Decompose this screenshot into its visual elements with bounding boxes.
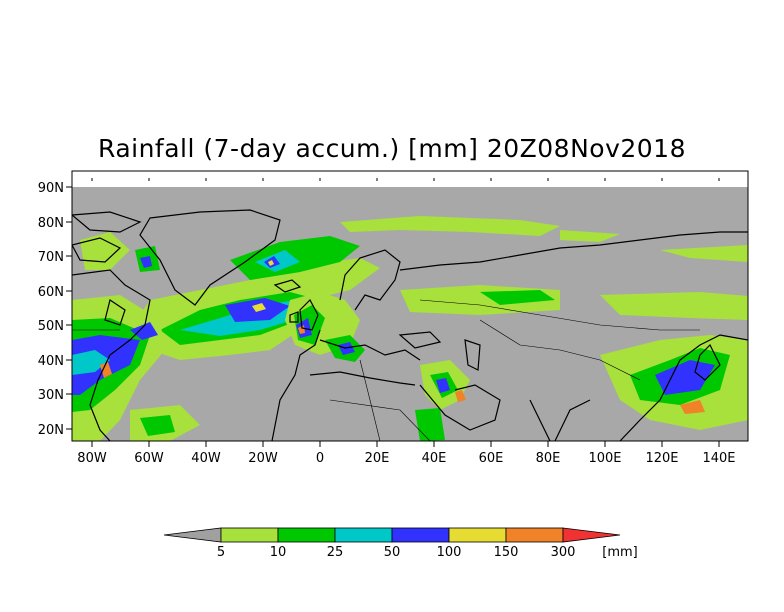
country-borders (72, 299, 700, 441)
colorbar-bin (334, 527, 393, 543)
colorbar-label: 10 (270, 545, 287, 560)
longitude-label: 60W (134, 451, 164, 466)
coastlines (72, 209, 748, 441)
latitude-label: 70N (38, 250, 64, 265)
latitude-labels: 90N 80N 70N 60N 50N 40N 30N 20N (38, 181, 64, 438)
longitude-label: 100E (588, 451, 621, 466)
axis-ticks (66, 178, 720, 447)
colorbar-unit: [mm] (602, 545, 637, 560)
latitude-label: 20N (38, 423, 64, 438)
latitude-label: 50N (38, 319, 64, 334)
colorbar-low-triangle (163, 527, 222, 543)
map-frame (71, 170, 749, 442)
longitude-labels: 80W 60W 40W 20W 0 20E 40E 60E 80E 100E 120E 140E (77, 451, 735, 466)
colorbar-label: 50 (384, 545, 401, 560)
latitude-label: 80N (38, 216, 64, 231)
figure-title: Rainfall (7-day accum.) [mm] 20Z08Nov201… (98, 134, 686, 163)
colorbar-label: 150 (494, 545, 519, 560)
colorbar-label: 300 (551, 545, 576, 560)
colorbar-bin (391, 527, 450, 543)
longitude-label: 40E (422, 451, 447, 466)
longitude-label: 20W (248, 451, 278, 466)
colorbar-high-triangle (562, 527, 621, 543)
colorbar-bin (220, 527, 279, 543)
longitude-label: 60E (479, 451, 504, 466)
colorbar-bin (277, 527, 336, 543)
colorbar-label: 5 (217, 545, 225, 560)
colorbar-label: 100 (437, 545, 462, 560)
longitude-label: 80W (77, 451, 107, 466)
longitude-label: 40W (191, 451, 221, 466)
colorbar-bin (448, 527, 507, 543)
latitude-label: 90N (38, 181, 64, 196)
latitude-label: 60N (38, 285, 64, 300)
longitude-label: 20E (365, 451, 390, 466)
longitude-label: 80E (536, 451, 561, 466)
colorbar: 5 10 25 50 100 150 300 [mm] (163, 527, 638, 560)
longitude-label: 0 (316, 451, 324, 466)
longitude-label: 120E (645, 451, 678, 466)
colorbar-bin (505, 527, 564, 543)
longitude-label: 140E (702, 451, 735, 466)
rainfall-fields (72, 216, 748, 441)
latitude-label: 40N (38, 354, 64, 369)
latitude-label: 30N (38, 388, 64, 403)
colorbar-label: 25 (327, 545, 344, 560)
